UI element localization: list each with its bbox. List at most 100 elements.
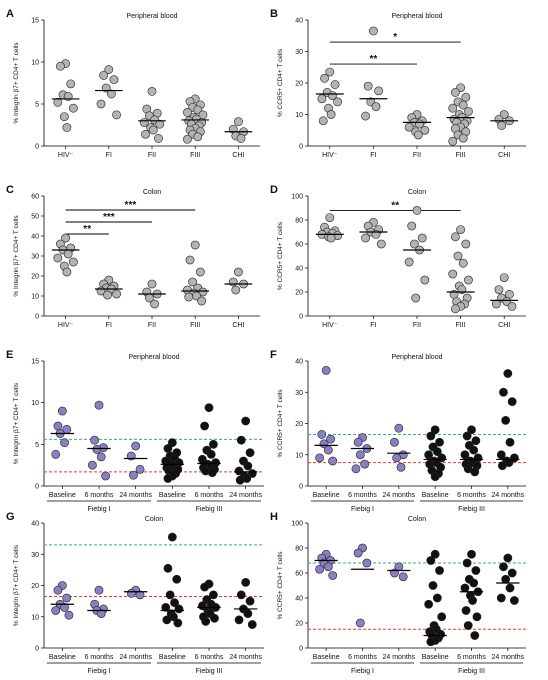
significance-label: ** [83,224,91,235]
data-point [326,233,336,243]
data-point [56,61,65,71]
y-axis-label: % Integrin β7+ CD4+ T cells [13,42,20,124]
panel-title: Colon [408,189,426,196]
data-point [62,123,72,132]
data-point [185,255,195,265]
data-point [200,582,209,592]
data-point [471,566,481,575]
data-point [507,568,517,578]
data-point [141,129,150,139]
y-axis-label: % Integrin β7+ CD4+ T cells [13,215,20,297]
data-point [448,136,458,146]
data-point [494,285,504,294]
data-point [503,553,513,563]
data-point [99,71,109,80]
data-point [208,439,218,449]
x-tick-label: 6 months [85,492,114,499]
x-tick-label: FI [106,322,112,329]
panel-a: A Peripheral blood 0 5 10 15 % Integrin β7+ CD… [6,8,260,159]
y-tick-label: 0 [35,144,39,151]
data-point [507,301,517,311]
x-tick-label: 6 months [348,492,377,499]
x-tick-label: HIV⁻ [322,152,338,159]
data-point [60,602,69,612]
data-point [392,453,402,463]
y-tick-label: 40 [295,359,303,366]
data-point [315,564,325,574]
data-point [147,279,157,289]
significance-label: * [393,32,397,43]
data-point [501,415,511,425]
x-tick-label: 24 months [382,654,415,661]
y-tick-label: 0 [35,484,39,491]
y-tick-label: 5 [35,442,39,449]
data-point [505,437,515,447]
data-point [460,583,470,593]
data-point [497,121,506,130]
y-tick-label: 60 [31,194,39,201]
data-point [461,606,471,615]
data-point [233,117,243,127]
data-point [243,609,253,619]
data-point [234,466,244,476]
panel-letter: E [6,349,13,361]
data-point [325,67,335,77]
data-point [325,213,335,222]
data-point [432,447,442,457]
y-tick-label: 15 [31,359,39,366]
data-point [461,239,471,249]
panel-letter: C [6,184,14,196]
data-point [63,249,73,259]
data-point [318,116,328,126]
data-point [200,421,209,431]
data-point [193,132,203,142]
data-point [68,257,78,267]
data-point [360,459,370,469]
x-tick-label: CHI [232,152,244,159]
data-point [167,438,177,448]
data-point [503,369,513,378]
data-point [315,453,325,463]
data-point [53,253,63,263]
data-point [62,593,72,603]
x-tick-label: Baseline [313,654,340,661]
data-point [90,435,99,445]
data-point [53,421,63,431]
data-point [236,590,246,600]
data-point [428,581,438,590]
y-tick-label: 40 [31,234,39,241]
data-point [208,590,218,600]
y-tick-label: 10 [295,452,303,459]
data-point [148,125,158,135]
panel-letter: G [6,511,15,523]
data-point [432,593,442,603]
y-tick-label: 30 [31,254,39,261]
y-tick-label: 0 [299,646,303,653]
data-point [126,588,136,598]
y-axis-label: % CCR5+ CD4+ T cells [277,221,284,290]
data-point [420,275,430,285]
data-point [390,437,399,447]
data-point [448,103,458,113]
data-point [470,467,480,477]
data-point [165,590,175,600]
y-tick-label: 10 [31,614,39,621]
data-point [245,448,255,458]
x-tick-label: FII [148,152,156,159]
data-point [396,462,406,472]
data-point [430,472,440,482]
y-tick-label: 40 [295,596,303,603]
data-point [135,464,145,474]
x-tick-label: CHI [232,322,244,329]
data-point [150,299,159,309]
x-tick-label: 24 months [119,654,152,661]
data-point [328,456,338,466]
data-point [398,572,408,582]
significance-label: *** [125,200,137,211]
data-point [363,81,373,91]
panel-h: H Colon 0 20 40 60 80 100 % CCR5+ CD4+ T cells Ba… [270,511,526,675]
data-point [371,102,381,112]
group-label: Fiebig I [351,668,374,675]
y-tick-label: 40 [31,521,39,528]
